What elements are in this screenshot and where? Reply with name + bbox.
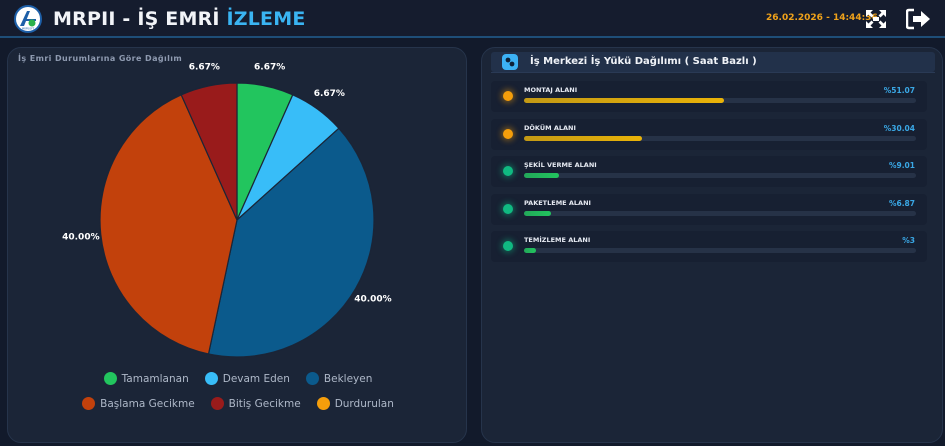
workload-icon (502, 54, 518, 70)
workload-progress-track (524, 98, 916, 103)
workload-progress-track (524, 135, 916, 141)
workcenter-percent: %6.87 (888, 198, 915, 208)
workload-progress-track (524, 210, 916, 216)
workcenter-percent: %9.01 (888, 161, 915, 170)
logout-icon (905, 8, 930, 30)
logout-button[interactable] (905, 8, 930, 30)
status-dot-icon (503, 203, 513, 214)
workcenter-item[interactable]: TEMİZLEME ALANI %3 (491, 231, 927, 262)
legend-color-dot-icon (305, 372, 319, 385)
logo-icon: MRPSOFT (20, 11, 36, 31)
status-dot-icon (503, 241, 513, 251)
legend-color-dot-icon (316, 397, 330, 410)
pie-data-label: 6.67% (189, 62, 220, 72)
pie-slice-bekleyen[interactable] (207, 127, 375, 358)
workcenter-name: TEMİZLEME ALANI (524, 236, 591, 244)
page-title-main: MRPII - İŞ EMRİ (53, 8, 220, 30)
workcenter-list: MONTAJ ALANI %51.07 DÖKÜM ALANI %30.04 ŞEKİL… (491, 81, 927, 269)
legend-row: Başlama Gecikme Bitiş Gecikme Durdurulan (8, 397, 468, 410)
status-dot-icon (503, 128, 513, 139)
pie-slice-biti-gecikme[interactable] (180, 82, 238, 221)
pie-data-label: 40.00% (62, 232, 100, 242)
workcenter-percent: %30.04 (883, 123, 915, 133)
legend-label: Tamamlanan (121, 372, 189, 385)
workcenter-name: ŞEKİL VERME ALANI (524, 161, 597, 169)
workcenter-item[interactable]: ŞEKİL VERME ALANI %9.01 (491, 156, 927, 187)
page-title-accent: İZLEME (226, 8, 306, 30)
header-divider (491, 72, 935, 73)
workcenter-name: DÖKÜM ALANI (524, 123, 576, 132)
legend-color-dot-icon (103, 372, 117, 385)
status-dot-icon (503, 91, 513, 101)
legend-label: Devam Eden (222, 372, 290, 385)
workcenter-percent: %51.07 (883, 86, 915, 95)
workload-progress-track (524, 173, 916, 178)
app-header: MRPSOFT MRPII - İŞ EMRİ İZLEME 26.02.202… (0, 0, 945, 38)
status-distribution-title: İş Emri Durumlarına Göre Dağılım (18, 54, 183, 63)
workload-progress-fill (524, 173, 560, 178)
workload-progress-fill (524, 98, 725, 103)
logo-text: MRPSOFT (22, 27, 35, 31)
legend-color-dot-icon (82, 397, 96, 410)
current-datetime: 26.02.2026 - 14:44:36 (766, 13, 878, 23)
status-pie-chart: 6.67% 6.67% 40.00% 40.00% 6.67% (62, 62, 392, 358)
status-dot-icon (503, 166, 513, 176)
legend-color-dot-icon (204, 372, 218, 385)
workcenter-item[interactable]: DÖKÜM ALANI %30.04 (491, 118, 927, 150)
workload-progress-fill (524, 210, 551, 216)
legend-label: Bekleyen (323, 372, 373, 385)
legend-item[interactable]: Başlama Gecikme (82, 397, 195, 410)
legend-item[interactable]: Bekleyen (305, 372, 373, 385)
legend-row: Tamamlanan Devam Eden Bekleyen (8, 372, 468, 385)
fullscreen-button[interactable] (864, 8, 888, 30)
workload-progress-track (524, 248, 916, 253)
status-distribution-panel: İş Emri Durumlarına Göre Dağılım 6.67% 6.… (7, 47, 467, 443)
workcenter-name: MONTAJ ALANI (524, 86, 578, 94)
legend-label: Başlama Gecikme (100, 397, 195, 410)
workload-progress-fill (524, 248, 536, 253)
pie-data-label: 6.67% (254, 62, 285, 72)
workcenter-item[interactable]: PAKETLEME ALANI %6.87 (491, 193, 927, 225)
legend-label: Bitiş Gecikme (228, 397, 301, 410)
legend-item[interactable]: Devam Eden (204, 372, 290, 385)
workcenter-load-title: İş Merkezi İş Yükü Dağılımı ( Saat Bazlı… (530, 56, 757, 67)
page-title: MRPII - İŞ EMRİ İZLEME (53, 8, 306, 30)
workcenter-name: PAKETLEME ALANI (524, 198, 591, 207)
legend-item[interactable]: Tamamlanan (103, 372, 189, 385)
company-logo: MRPSOFT (14, 5, 42, 33)
fullscreen-arrows-icon (866, 10, 886, 28)
workcenter-percent: %3 (902, 236, 915, 245)
legend-color-dot-icon (210, 397, 224, 410)
legend-label: Durdurulan (334, 397, 394, 410)
pie-slice-ba-lama-gecikme[interactable] (99, 94, 238, 355)
legend-item[interactable]: Durdurulan (316, 397, 394, 410)
workcenter-item[interactable]: MONTAJ ALANI %51.07 (491, 81, 927, 112)
pie-data-label: 6.67% (314, 89, 345, 99)
workcenter-load-header: İş Merkezi İş Yükü Dağılımı ( Saat Bazlı… (491, 52, 935, 72)
pie-legend: Tamamlanan Devam Eden Bekleyen Başlama Geci… (8, 372, 468, 422)
workcenter-load-panel: İş Merkezi İş Yükü Dağılımı ( Saat Bazlı… (481, 47, 943, 443)
pie-data-label: 40.00% (354, 295, 392, 305)
legend-item[interactable]: Bitiş Gecikme (210, 397, 301, 410)
workload-progress-fill (524, 135, 642, 141)
